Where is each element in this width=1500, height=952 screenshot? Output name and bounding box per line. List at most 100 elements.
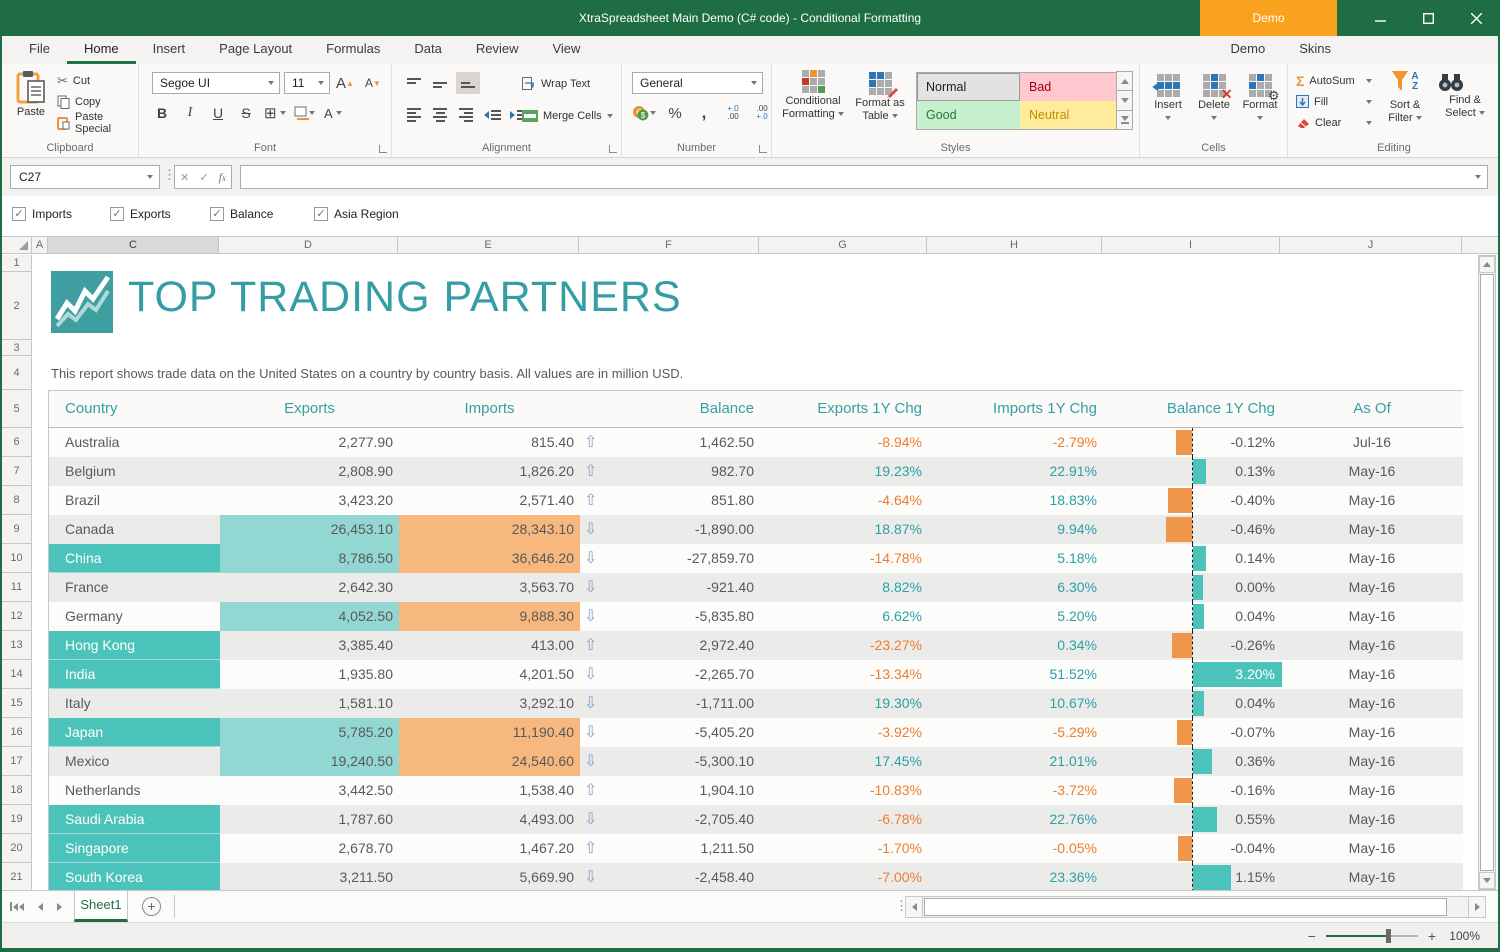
cell-imports[interactable]: 2,571.40 [519, 492, 575, 508]
column-title-imports-1y-chg[interactable]: Imports 1Y Chg [993, 400, 1097, 417]
scroll-up-button[interactable] [1479, 256, 1495, 273]
conditional-formatting-button[interactable]: Conditional Formatting [780, 70, 846, 121]
close-button[interactable] [1452, 0, 1500, 36]
cell-imports-chg[interactable]: 0.34% [1057, 637, 1097, 653]
cell-country[interactable]: Canada [65, 521, 115, 537]
column-header-H[interactable]: H [927, 237, 1102, 253]
minimize-button[interactable] [1356, 0, 1404, 36]
fill-color-button[interactable] [294, 102, 316, 124]
cell-balance-chg[interactable]: 0.04% [1103, 602, 1281, 631]
confirm-entry-button[interactable]: ✓ [199, 171, 209, 184]
cell-exports-chg[interactable]: -1.70% [877, 840, 922, 856]
row-header-13[interactable]: 13 [2, 631, 31, 660]
row-header-4[interactable]: 4 [2, 356, 31, 390]
number-dialog-launcher[interactable] [759, 145, 767, 153]
row-header-6[interactable]: 6 [2, 428, 31, 457]
cell-exports[interactable]: 1,581.10 [338, 695, 394, 711]
row-header-18[interactable]: 18 [2, 776, 31, 805]
cell-as-of[interactable]: May-16 [1348, 811, 1396, 827]
cell-exports[interactable]: 2,277.90 [338, 434, 394, 450]
cell-country[interactable]: Australia [65, 434, 120, 450]
style-good[interactable]: Good [917, 101, 1020, 129]
column-header-C[interactable]: C [48, 237, 219, 253]
cell-country[interactable]: Japan [49, 718, 220, 747]
ribbon-tab-review[interactable]: Review [475, 41, 519, 56]
bold-button[interactable]: B [156, 105, 168, 121]
cell-balance-chg[interactable]: 0.13% [1103, 457, 1281, 486]
decrease-indent-button[interactable] [482, 104, 502, 126]
ribbon-tab-page-layout[interactable]: Page Layout [219, 41, 293, 56]
cell-imports-chg[interactable]: -2.79% [1052, 434, 1097, 450]
cell-imports-chg[interactable]: -0.05% [1052, 840, 1097, 856]
align-bottom-button[interactable] [456, 72, 480, 94]
cell-exports-chg[interactable]: -4.64% [877, 492, 922, 508]
number-format-combo[interactable]: General [632, 72, 763, 94]
cell-exports[interactable]: 5,785.20 [220, 718, 399, 747]
cell-imports[interactable]: 815.40 [531, 434, 574, 450]
paste-button[interactable]: Paste [10, 70, 52, 119]
cell-balance-chg[interactable]: -0.12% [1103, 428, 1281, 457]
cell-exports-chg[interactable]: 6.62% [882, 608, 922, 624]
gallery-down-button[interactable] [1116, 90, 1133, 111]
cell-imports[interactable]: 1,826.20 [519, 463, 575, 479]
filter-checkbox-asia-region[interactable]: ✓ Asia Region [314, 207, 399, 221]
horizontal-scroll-track[interactable] [923, 895, 1468, 918]
cell-balance[interactable]: ⇩ -2,265.70 [580, 660, 760, 689]
column-title-balance[interactable]: Balance [699, 400, 754, 417]
column-header-D[interactable]: D [219, 237, 398, 253]
cell-country[interactable]: Saudi Arabia [49, 805, 220, 834]
gallery-more-button[interactable] [1116, 109, 1133, 130]
cell-imports[interactable]: 9,888.30 [399, 602, 580, 631]
cell-as-of[interactable]: May-16 [1348, 550, 1396, 566]
cell-exports-chg[interactable]: -10.83% [869, 782, 922, 798]
clear-button[interactable]: Clear [1296, 112, 1372, 133]
column-header-F[interactable]: F [579, 237, 759, 253]
filter-checkbox-balance[interactable]: ✓ Balance [210, 207, 273, 221]
column-title-exports-1y-chg[interactable]: Exports 1Y Chg [817, 400, 922, 417]
column-title-balance-1y-chg[interactable]: Balance 1Y Chg [1166, 400, 1275, 417]
row-header-1[interactable]: 1 [2, 255, 31, 272]
cell-balance-chg[interactable]: -0.40% [1103, 486, 1281, 515]
cell-balance-chg[interactable]: 0.36% [1103, 747, 1281, 776]
select-all-corner[interactable] [2, 237, 32, 253]
cell-exports[interactable]: 8,786.50 [220, 544, 399, 573]
cell-country[interactable]: Belgium [65, 463, 116, 479]
cell-as-of[interactable]: May-16 [1348, 724, 1396, 740]
font-color-button[interactable]: A [323, 102, 343, 124]
cell-balance[interactable]: ⇩ -921.40 [580, 573, 760, 602]
wrap-text-button[interactable]: Wrap Text [522, 73, 590, 94]
align-left-button[interactable] [404, 104, 424, 126]
cell-exports[interactable]: 2,678.70 [338, 840, 394, 856]
cut-button[interactable]: ✂ Cut [57, 72, 91, 88]
column-header-J[interactable]: J [1280, 237, 1462, 253]
insert-cells-button[interactable]: Insert [1146, 72, 1190, 125]
cell-imports-chg[interactable]: 22.76% [1049, 811, 1097, 827]
cell-country[interactable]: Germany [65, 608, 123, 624]
column-title-as-of[interactable]: As Of [1353, 400, 1391, 417]
cell-imports-chg[interactable]: 10.67% [1049, 695, 1097, 711]
scroll-left-button[interactable] [905, 895, 923, 918]
cell-country[interactable]: Brazil [65, 492, 101, 508]
cell-exports[interactable]: 26,453.10 [220, 515, 399, 544]
copy-button[interactable]: Copy [57, 91, 138, 112]
cell-country[interactable]: South Korea [49, 863, 220, 890]
cell-as-of[interactable]: May-16 [1348, 869, 1396, 885]
cell-imports-chg[interactable]: 21.01% [1049, 753, 1097, 769]
font-dialog-launcher[interactable] [379, 145, 387, 153]
cell-as-of[interactable]: May-16 [1348, 666, 1396, 682]
cell-exports[interactable]: 3,385.40 [338, 637, 394, 653]
cell-balance[interactable]: ⇩ -2,458.40 [580, 863, 760, 890]
zoom-slider-thumb[interactable] [1385, 929, 1391, 943]
row-header-7[interactable]: 7 [2, 457, 31, 486]
align-right-button[interactable] [456, 104, 476, 126]
zoom-slider[interactable] [1325, 929, 1418, 943]
column-header-E[interactable]: E [398, 237, 579, 253]
cell-exports-chg[interactable]: -6.78% [877, 811, 922, 827]
cell-exports-chg[interactable]: 8.82% [882, 579, 922, 595]
cell-imports[interactable]: 4,493.00 [519, 811, 575, 827]
ribbon-tab-insert[interactable]: Insert [152, 41, 186, 56]
ribbon-tab-data[interactable]: Data [414, 41, 442, 56]
cell-as-of[interactable]: May-16 [1348, 782, 1396, 798]
strikethrough-button[interactable]: S [241, 105, 251, 121]
